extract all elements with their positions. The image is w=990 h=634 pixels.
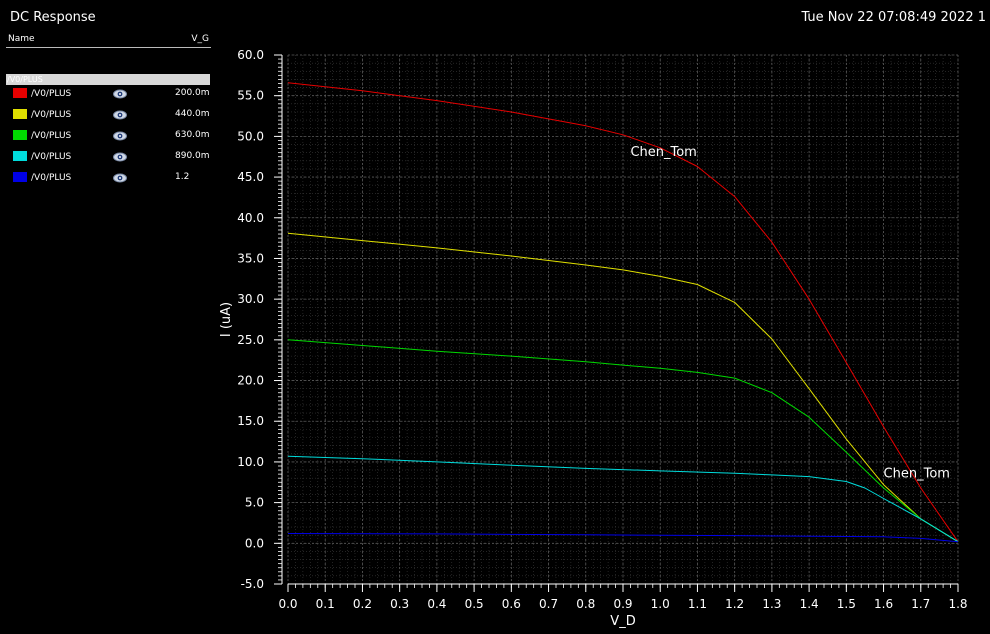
legend-item[interactable]: /V0/PLUS 630.0m: [13, 130, 213, 146]
legend-swatch: [13, 172, 27, 182]
x-tick-label: 1.4: [800, 597, 819, 611]
legend-item-value: 440.0m: [175, 109, 210, 119]
y-axis-label: I (uA): [219, 302, 234, 337]
eye-icon[interactable]: [113, 151, 127, 163]
legend-value-header: V_G: [191, 34, 209, 44]
legend-item-label: /V0/PLUS: [31, 131, 72, 141]
x-tick-label: 1.2: [725, 597, 744, 611]
y-tick-label: 10.0: [237, 455, 264, 469]
legend-item-label: /V0/PLUS: [31, 152, 72, 162]
x-tick-label: 1.1: [688, 597, 707, 611]
x-tick-label: 1.0: [651, 597, 670, 611]
x-tick-label: 0.7: [539, 597, 558, 611]
series-line-4[interactable]: [287, 455, 959, 543]
series-line-3[interactable]: [287, 339, 959, 543]
x-tick-label: 0.4: [427, 597, 446, 611]
y-tick-label: 20.0: [237, 374, 264, 388]
legend-item-label: /V0/PLUS: [31, 173, 72, 183]
legend-group[interactable]: /V0/PLUS: [6, 74, 210, 85]
x-axis-label: V_D: [610, 614, 635, 629]
legend-item-label: /V0/PLUS: [31, 110, 72, 120]
legend-name-header: Name: [8, 34, 35, 44]
legend-item-value: 630.0m: [175, 130, 210, 140]
x-tick-label: 1.7: [911, 597, 930, 611]
x-tick-label: 0.8: [576, 597, 595, 611]
legend-header: Name V_G: [6, 33, 211, 48]
y-tick-label: 45.0: [237, 170, 264, 184]
x-tick-label: 1.6: [874, 597, 893, 611]
eye-icon[interactable]: [113, 109, 127, 121]
annotation-label: Chen_Tom: [630, 145, 696, 160]
legend-item[interactable]: /V0/PLUS 200.0m: [13, 88, 213, 104]
legend-item-label: /V0/PLUS: [31, 89, 72, 99]
x-tick-label: 0.0: [278, 597, 297, 611]
legend-item-value: 890.0m: [175, 151, 210, 161]
timestamp: Tue Nov 22 07:08:49 2022 1: [801, 10, 986, 25]
y-tick-label: 15.0: [237, 414, 264, 428]
y-tick-label: 25.0: [237, 333, 264, 347]
x-tick-label: 1.5: [837, 597, 856, 611]
y-tick-label: 30.0: [237, 292, 264, 306]
legend-swatch: [13, 130, 27, 140]
x-tick-label: 0.1: [316, 597, 335, 611]
y-tick-label: 55.0: [237, 89, 264, 103]
legend-item[interactable]: /V0/PLUS 890.0m: [13, 151, 213, 167]
y-tick-label: -5.0: [241, 577, 264, 591]
window-title: DC Response: [10, 10, 96, 25]
legend-swatch: [13, 151, 27, 161]
y-tick-label: 50.0: [237, 129, 264, 143]
legend-item[interactable]: /V0/PLUS 1.2: [13, 172, 213, 188]
x-tick-label: 0.3: [390, 597, 409, 611]
eye-icon[interactable]: [113, 172, 127, 184]
legend-swatch: [13, 88, 27, 98]
y-tick-label: 60.0: [237, 48, 264, 62]
series-line-2[interactable]: [287, 232, 959, 543]
x-tick-label: 0.2: [353, 597, 372, 611]
legend-item-value: 200.0m: [175, 88, 210, 98]
y-tick-label: 40.0: [237, 211, 264, 225]
eye-icon[interactable]: [113, 88, 127, 100]
x-tick-label: 1.3: [762, 597, 781, 611]
series-line-5[interactable]: [287, 533, 959, 543]
x-tick-label: 0.9: [613, 597, 632, 611]
x-tick-label: 0.5: [465, 597, 484, 611]
y-tick-label: 35.0: [237, 251, 264, 265]
x-tick-label: 0.6: [502, 597, 521, 611]
legend-item-value: 1.2: [175, 172, 190, 182]
series-line-1[interactable]: [287, 82, 959, 542]
x-tick-label: 1.8: [948, 597, 967, 611]
y-tick-label: 5.0: [245, 496, 264, 510]
y-tick-label: 0.0: [245, 536, 264, 550]
annotation-label: Chen_Tom: [884, 466, 950, 481]
eye-icon[interactable]: [113, 130, 127, 142]
legend-swatch: [13, 109, 27, 119]
legend-item[interactable]: /V0/PLUS 440.0m: [13, 109, 213, 125]
